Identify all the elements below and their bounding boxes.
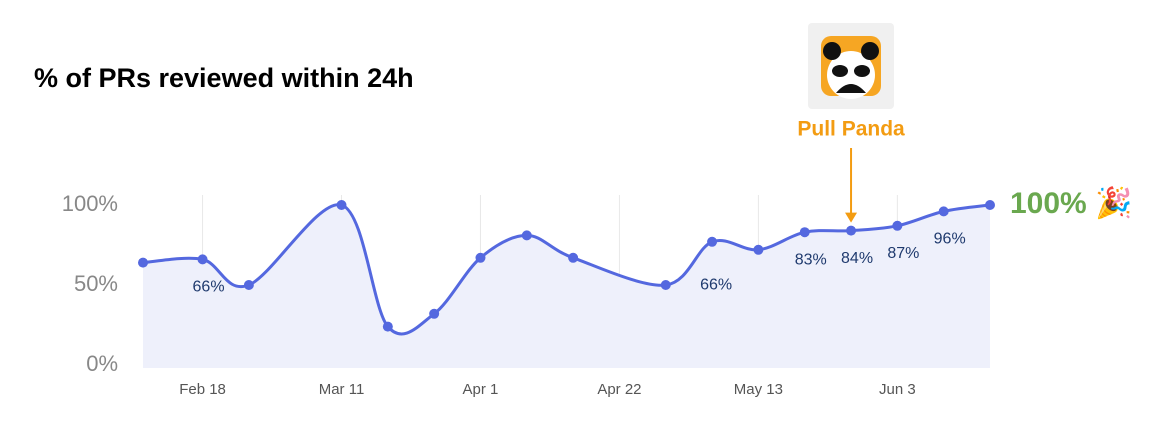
point [985, 200, 995, 210]
point [475, 252, 486, 263]
point [429, 308, 440, 319]
point [938, 206, 949, 217]
x-tick-label: Mar 11 [319, 381, 365, 398]
value-label: 87% [887, 245, 919, 262]
point [892, 220, 903, 231]
point [799, 227, 810, 238]
value-label: 96% [934, 231, 966, 248]
point [336, 200, 347, 210]
point [197, 254, 208, 265]
point [707, 236, 718, 247]
x-tick-label: May 13 [734, 381, 783, 398]
point [846, 225, 857, 236]
annotation: 66% [700, 277, 732, 294]
x-tick-label: Apr 22 [597, 381, 641, 398]
point [382, 321, 393, 332]
point [243, 280, 254, 290]
chart-title: % of PRs reviewed within 24h [34, 63, 414, 93]
pull-panda-icon [808, 23, 894, 109]
annotation-arrowhead [845, 212, 858, 223]
value-label: 84% [841, 250, 873, 267]
point [138, 257, 148, 268]
x-tick-label: Jun 3 [879, 381, 916, 398]
point [568, 252, 579, 263]
annotation: Pull Panda [797, 118, 905, 141]
y-tick-label: 100% [62, 191, 118, 216]
x-tick-label: Feb 18 [179, 381, 226, 398]
point [521, 230, 532, 241]
y-tick-label: 0% [86, 351, 118, 376]
area [143, 204, 990, 368]
value-label: 66% [193, 279, 225, 296]
value-label: 83% [795, 251, 827, 268]
point [660, 280, 671, 290]
x-tick-label: Apr 1 [463, 381, 499, 398]
y-tick-label: 50% [74, 271, 118, 296]
value-label: 100% 🎉 [1010, 185, 1132, 221]
point [753, 244, 764, 255]
